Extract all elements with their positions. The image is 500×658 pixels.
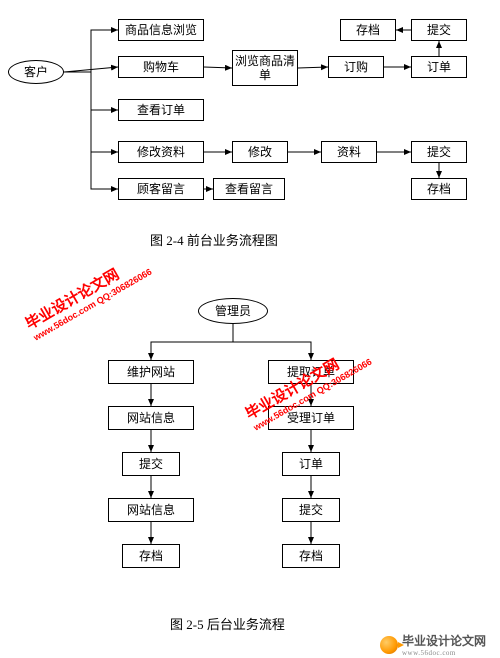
- fig2-node-admin: 管理员: [198, 298, 268, 324]
- fig1-node-editinfo: 修改资料: [118, 141, 204, 163]
- site-logo: 毕业设计论文网 www.56doc.com: [380, 632, 486, 657]
- fig1-edge-customer-cart: [64, 67, 118, 72]
- logo-text: 毕业设计论文网: [402, 632, 486, 649]
- fig1-edge-customer-msg: [64, 72, 118, 189]
- fig1-node-msg: 顾客留言: [118, 178, 204, 200]
- fig1-node-submit_m: 提交: [411, 141, 467, 163]
- fig1-edge-cart-viewlist: [204, 67, 232, 68]
- fig2-node-archiveR: 存档: [282, 544, 340, 568]
- fig1-node-orderform: 订单: [411, 56, 467, 78]
- fig1-edge-viewlist-order: [298, 67, 328, 68]
- fig1-node-submit_t: 提交: [411, 19, 467, 41]
- fig1-edge-customer-vieworder: [64, 72, 118, 110]
- fig2-node-submitR: 提交: [282, 498, 340, 522]
- watermark-0: 毕业设计论文网www.56doc.com QQ:306826066: [21, 248, 153, 342]
- fig1-node-archive_m: 存档: [411, 178, 467, 200]
- fig2-edge-admin-maint: [151, 324, 233, 360]
- fig2-node-archiveL: 存档: [122, 544, 180, 568]
- logo-subtext: www.56doc.com: [402, 649, 486, 657]
- fig1-caption: 图 2-4 前台业务流程图: [150, 230, 278, 249]
- fig2-node-maint: 维护网站: [108, 360, 194, 384]
- connector-svg: [0, 0, 500, 658]
- fig2-node-siteinfo1: 网站信息: [108, 406, 194, 430]
- fig1-node-customer: 客户: [8, 60, 64, 84]
- fig1-node-edit: 修改: [232, 141, 288, 163]
- fig1-node-viewlist: 浏览商品清单: [232, 50, 298, 86]
- fig1-node-browse: 商品信息浏览: [118, 19, 204, 41]
- fig2-edge-admin-getorder: [233, 324, 311, 360]
- fig2-node-submitL: 提交: [122, 452, 180, 476]
- fig1-node-viewmsg: 查看留言: [213, 178, 285, 200]
- fig2-node-siteinfo2: 网站信息: [108, 498, 194, 522]
- fig1-node-info: 资料: [321, 141, 377, 163]
- fig1-node-vieworder: 查看订单: [118, 99, 204, 121]
- logo-ball-icon: [380, 636, 398, 654]
- fig2-node-orderR: 订单: [282, 452, 340, 476]
- fig2-caption: 图 2-5 后台业务流程: [170, 614, 285, 633]
- fig1-edge-customer-browse: [64, 30, 118, 72]
- fig1-node-order: 订购: [328, 56, 384, 78]
- fig1-edge-customer-editinfo: [64, 72, 118, 152]
- fig1-node-archive_t: 存档: [340, 19, 396, 41]
- fig1-node-cart: 购物车: [118, 56, 204, 78]
